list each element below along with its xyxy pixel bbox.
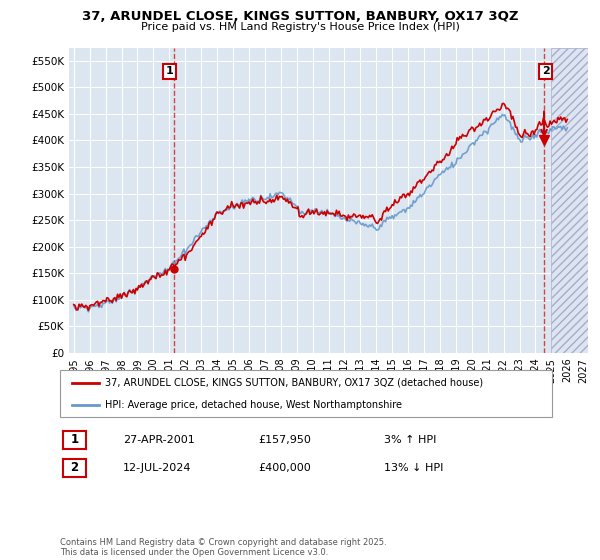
Text: Contains HM Land Registry data © Crown copyright and database right 2025.
This d: Contains HM Land Registry data © Crown c… — [60, 538, 386, 557]
Text: 37, ARUNDEL CLOSE, KINGS SUTTON, BANBURY, OX17 3QZ: 37, ARUNDEL CLOSE, KINGS SUTTON, BANBURY… — [82, 10, 518, 23]
Text: 3% ↑ HPI: 3% ↑ HPI — [384, 435, 436, 445]
Text: 13% ↓ HPI: 13% ↓ HPI — [384, 463, 443, 473]
Text: 37, ARUNDEL CLOSE, KINGS SUTTON, BANBURY, OX17 3QZ (detached house): 37, ARUNDEL CLOSE, KINGS SUTTON, BANBURY… — [105, 378, 483, 388]
Text: 27-APR-2001: 27-APR-2001 — [123, 435, 195, 445]
Text: 2: 2 — [70, 461, 79, 474]
Text: 12-JUL-2024: 12-JUL-2024 — [123, 463, 191, 473]
Text: £400,000: £400,000 — [258, 463, 311, 473]
Text: Price paid vs. HM Land Registry's House Price Index (HPI): Price paid vs. HM Land Registry's House … — [140, 22, 460, 32]
Text: 2: 2 — [542, 67, 550, 77]
Text: HPI: Average price, detached house, West Northamptonshire: HPI: Average price, detached house, West… — [105, 400, 402, 410]
Text: 1: 1 — [166, 67, 173, 77]
Text: £157,950: £157,950 — [258, 435, 311, 445]
Bar — [551, 48, 600, 353]
Text: 1: 1 — [70, 433, 79, 446]
